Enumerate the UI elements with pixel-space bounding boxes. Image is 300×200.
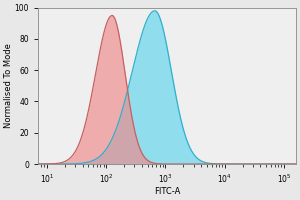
Y-axis label: Normalised To Mode: Normalised To Mode — [4, 43, 13, 128]
X-axis label: FITC-A: FITC-A — [154, 187, 180, 196]
